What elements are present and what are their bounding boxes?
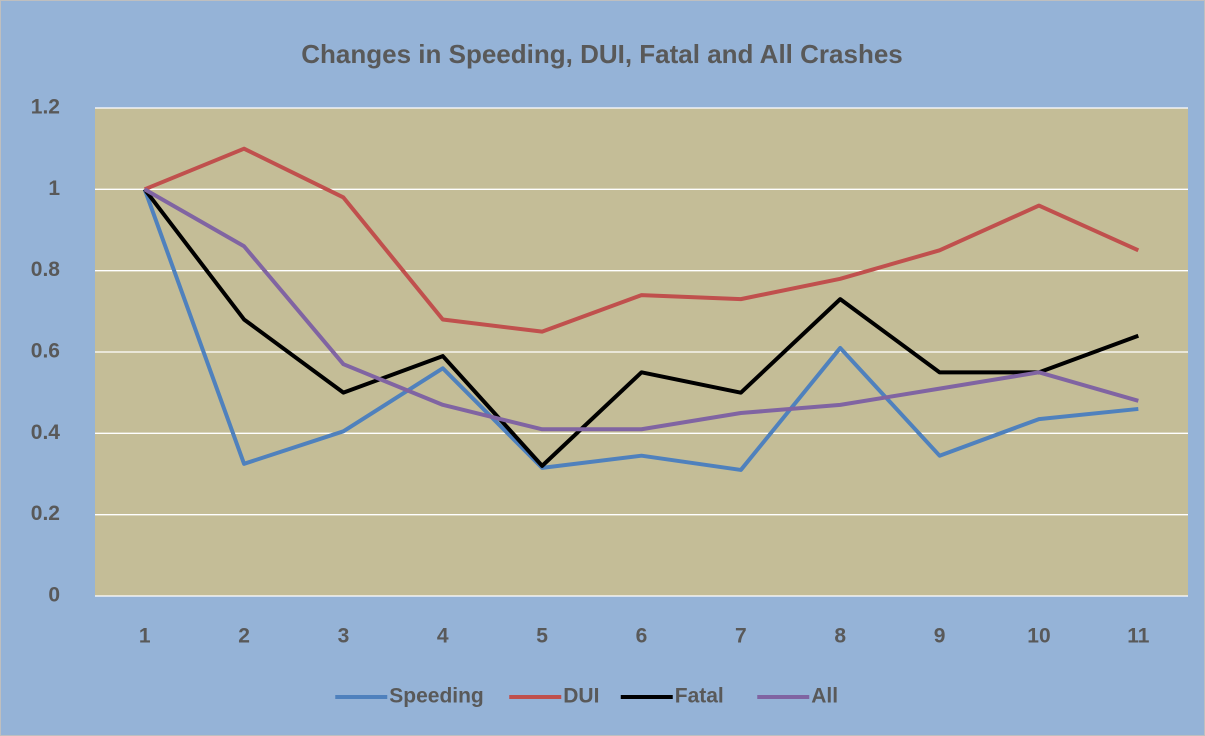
chart-title: Changes in Speeding, DUI, Fatal and All …	[301, 39, 903, 69]
x-tick-label: 5	[536, 625, 548, 648]
legend-label: DUI	[563, 685, 599, 708]
legend-label: Fatal	[675, 685, 724, 708]
x-tick-label: 1	[139, 625, 151, 648]
legend-label: All	[811, 685, 838, 708]
y-tick-label: 1	[48, 177, 60, 200]
x-tick-label: 3	[338, 625, 350, 648]
x-tick-label: 2	[238, 625, 250, 648]
y-tick-label: 0.6	[31, 340, 60, 363]
line-series	[143, 187, 1139, 432]
legend-label: Speeding	[389, 685, 484, 708]
y-tick-label: 1.2	[31, 96, 60, 119]
x-tick-label: 10	[1027, 625, 1050, 648]
x-tick-label: 7	[735, 625, 747, 648]
x-tick-label: 4	[437, 625, 449, 648]
y-tick-label: 0	[48, 584, 60, 607]
x-tick-label: 6	[636, 625, 648, 648]
line-series	[143, 188, 1140, 468]
x-tick-label: 9	[934, 625, 946, 648]
x-tick-label: 11	[1127, 625, 1150, 648]
y-tick-label: 0.8	[31, 258, 61, 281]
y-tick-label: 0.4	[31, 421, 61, 444]
line-series	[143, 146, 1140, 334]
line-series	[142, 188, 1139, 472]
y-tick-label: 0.2	[31, 502, 60, 525]
x-tick-label: 8	[834, 625, 846, 648]
